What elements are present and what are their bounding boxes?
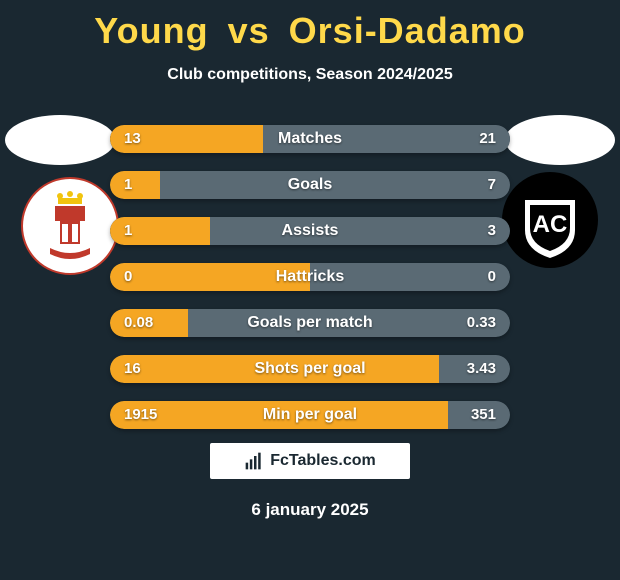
stat-label: Hattricks — [110, 263, 510, 291]
player1-name: Young — [94, 10, 208, 51]
stat-label: Matches — [110, 125, 510, 153]
stat-row: 17Goals — [110, 171, 510, 199]
chart-icon — [244, 451, 264, 471]
player2-name: Orsi-Dadamo — [289, 10, 526, 51]
site-logo: FcTables.com — [210, 443, 410, 479]
stat-row: 00Hattricks — [110, 263, 510, 291]
stat-row: 1321Matches — [110, 125, 510, 153]
subtitle: Club competitions, Season 2024/2025 — [0, 66, 620, 84]
player2-club-crest: AC — [500, 170, 600, 270]
stat-row: 1915351Min per goal — [110, 401, 510, 429]
comparison-title: Young vs Orsi-Dadamo — [0, 0, 620, 52]
stat-label: Min per goal — [110, 401, 510, 429]
player1-photo — [5, 115, 115, 165]
stat-label: Goals — [110, 171, 510, 199]
svg-text:AC: AC — [533, 211, 568, 238]
stats-bars: 1321Matches 17Goals 13Assists 00Hattricks 0.… — [110, 125, 510, 447]
player2-photo — [505, 115, 615, 165]
stat-label: Goals per match — [110, 309, 510, 337]
player1-club-crest — [20, 176, 120, 276]
date-label: 6 january 2025 — [0, 500, 620, 520]
stat-row: 13Assists — [110, 217, 510, 245]
site-name: FcTables.com — [270, 452, 376, 470]
vs-label: vs — [228, 10, 270, 51]
stat-label: Assists — [110, 217, 510, 245]
stat-row: 0.080.33Goals per match — [110, 309, 510, 337]
stat-label: Shots per goal — [110, 355, 510, 383]
stat-row: 163.43Shots per goal — [110, 355, 510, 383]
